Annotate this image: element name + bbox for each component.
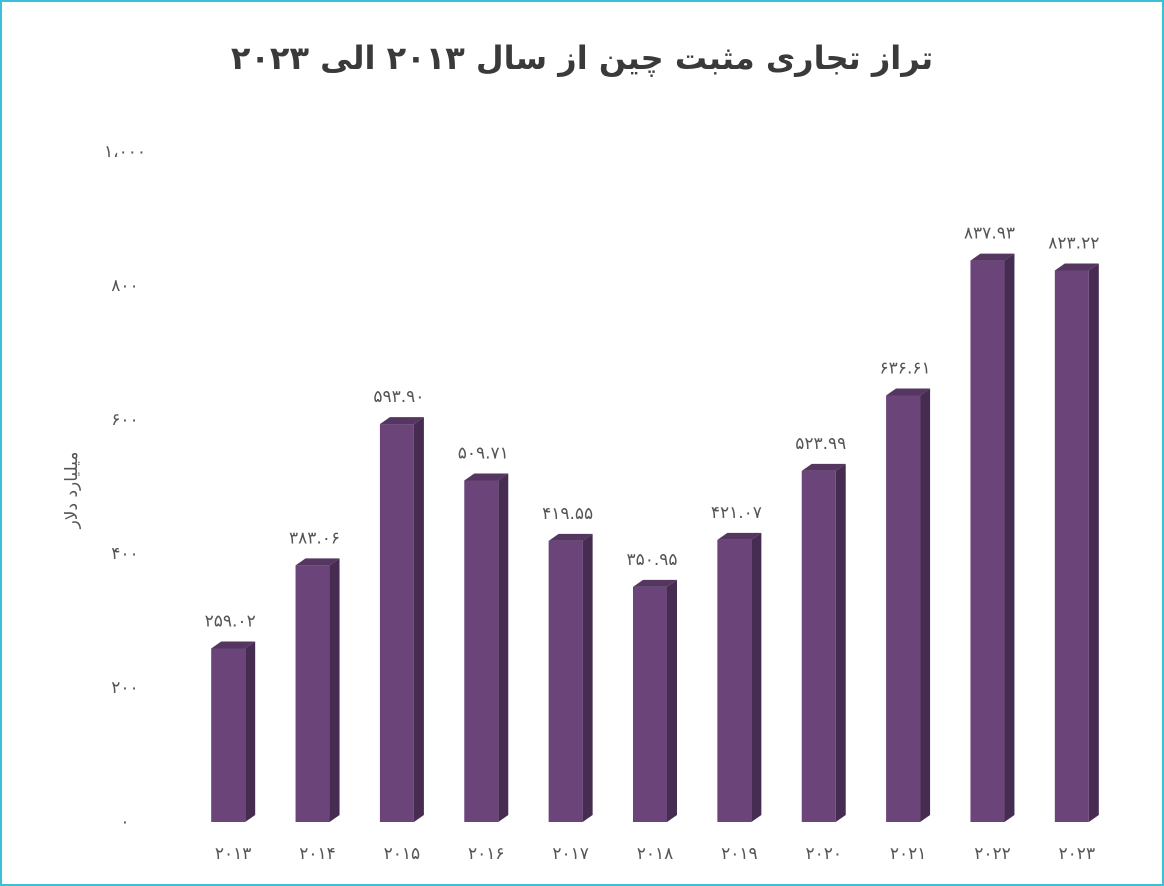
x-tick-label: ۲۰۱۶: [468, 844, 505, 864]
bar: [464, 480, 499, 822]
bar-top: [801, 463, 846, 471]
bar-side: [1004, 253, 1015, 822]
bar-top: [1054, 263, 1099, 271]
bar: [211, 648, 246, 822]
data-label: ۵۰۹.۷۱: [458, 443, 509, 463]
data-label: ۴۱۹.۵۵: [542, 504, 593, 524]
bar-side: [835, 463, 846, 822]
bar-top: [717, 532, 762, 540]
x-tick-label: ۲۰۱۳: [215, 844, 252, 864]
bar: [379, 424, 414, 822]
bar-side: [1088, 263, 1099, 822]
y-tick-label: ۱،۰۰۰: [104, 142, 146, 162]
bar: [886, 395, 921, 822]
y-axis-label: میلیارد دلار: [62, 452, 82, 530]
bar-side: [667, 579, 677, 822]
data-label: ۵۲۳.۹۹: [795, 434, 846, 454]
x-tick-label: ۲۰۱۷: [552, 844, 589, 864]
bar-top: [211, 641, 256, 649]
bar-side: [245, 641, 256, 822]
bar-side: [582, 533, 593, 822]
bar: [548, 540, 583, 822]
data-label: ۸۲۳.۲۲: [1048, 233, 1099, 253]
y-tick-label: ۶۰۰: [111, 410, 138, 430]
x-tick-label: ۲۰۲۰: [805, 844, 842, 864]
bar-side: [920, 388, 931, 822]
bar-top: [379, 417, 424, 425]
y-tick-label: ۴۰۰: [111, 544, 138, 564]
bar-top: [464, 473, 509, 481]
bar: [717, 539, 752, 822]
data-label: ۳۵۰.۹۵: [626, 550, 677, 570]
data-label: ۴۲۱.۰۷: [711, 503, 762, 523]
data-label: ۵۹۳.۹۰: [373, 387, 424, 407]
data-label: ۶۳۶.۶۱: [880, 358, 931, 378]
data-label: ۳۸۳.۰۶: [289, 528, 340, 548]
y-tick-label: ۸۰۰: [111, 276, 138, 296]
data-label: ۲۵۹.۰۲: [205, 611, 256, 631]
bar: [970, 260, 1005, 822]
y-tick-label: ۰: [120, 812, 129, 832]
x-tick-label: ۲۰۲۱: [890, 844, 927, 864]
bar-top: [886, 388, 931, 396]
bar: [801, 470, 836, 822]
x-tick-label: ۲۰۲۳: [1059, 844, 1096, 864]
bar-top: [295, 558, 340, 566]
x-tick-label: ۲۰۲۲: [974, 844, 1011, 864]
x-tick-label: ۲۰۱۸: [637, 844, 674, 864]
bar-side: [498, 473, 509, 822]
chart-title: تراز تجاری مثبت چین از سال ۲۰۱۳ الی ۲۰۲۳: [231, 39, 933, 77]
x-tick-label: ۲۰۱۴: [299, 844, 336, 864]
bar-top: [970, 253, 1015, 261]
data-label: ۸۳۷.۹۳: [964, 224, 1015, 244]
bar-top: [548, 533, 593, 541]
bar-side: [329, 558, 340, 822]
bar-side: [413, 417, 424, 822]
y-tick-label: ۲۰۰: [111, 678, 138, 698]
x-tick-label: ۲۰۱۹: [721, 844, 758, 864]
bar-side: [751, 532, 762, 822]
bar-top: [633, 579, 677, 587]
bar: [1054, 270, 1089, 822]
bar: [295, 565, 330, 822]
x-tick-label: ۲۰۱۵: [384, 844, 421, 864]
bar: [633, 586, 667, 822]
